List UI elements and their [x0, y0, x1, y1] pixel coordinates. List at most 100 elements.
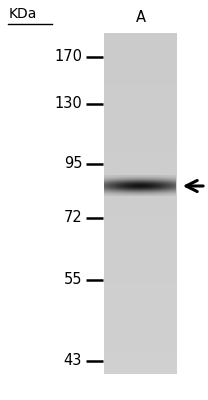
Bar	[170, 178, 171, 179]
Bar	[158, 193, 159, 194]
Bar	[146, 177, 147, 178]
Bar	[116, 192, 117, 193]
Bar	[155, 184, 156, 186]
Bar	[170, 194, 171, 195]
Bar	[150, 176, 151, 177]
Bar	[153, 178, 154, 179]
Bar	[125, 190, 126, 191]
Bar	[112, 190, 113, 191]
Bar	[120, 194, 121, 195]
Bar	[124, 185, 125, 186]
Bar	[107, 186, 108, 187]
Bar	[104, 271, 177, 275]
Bar	[106, 192, 107, 193]
Bar	[157, 187, 158, 188]
Bar	[151, 187, 152, 188]
Bar	[156, 194, 157, 195]
Bar	[167, 178, 168, 179]
Bar	[130, 191, 131, 192]
Bar	[105, 180, 106, 181]
Bar	[175, 184, 176, 185]
Bar	[148, 186, 149, 187]
Bar	[129, 190, 130, 191]
Bar	[149, 190, 150, 191]
Bar	[131, 179, 132, 180]
Bar	[104, 152, 177, 156]
Bar	[125, 195, 126, 196]
Bar	[151, 193, 152, 194]
Bar	[140, 177, 141, 178]
Bar	[170, 176, 171, 177]
Bar	[156, 182, 157, 183]
Bar	[133, 184, 134, 185]
Bar	[127, 184, 128, 185]
Bar	[116, 183, 117, 184]
Bar	[112, 194, 113, 195]
Bar	[159, 176, 160, 177]
Bar	[160, 179, 161, 180]
Bar	[172, 195, 173, 196]
Bar	[154, 194, 155, 195]
Bar	[158, 177, 159, 178]
Bar	[105, 175, 106, 176]
Bar	[118, 176, 119, 177]
Bar	[146, 192, 147, 193]
Bar	[167, 184, 168, 185]
Bar	[110, 179, 111, 180]
Bar	[170, 189, 171, 190]
Bar	[105, 188, 106, 189]
Bar	[131, 184, 132, 185]
Bar	[131, 193, 132, 194]
Bar	[140, 186, 141, 187]
Bar	[162, 181, 163, 182]
Bar	[151, 188, 152, 189]
Bar	[131, 176, 132, 177]
Bar	[149, 184, 150, 186]
Bar	[155, 178, 156, 179]
Bar	[109, 179, 110, 180]
Bar	[160, 176, 161, 177]
Bar	[161, 187, 162, 188]
Bar	[172, 192, 173, 193]
Bar	[157, 188, 158, 189]
Bar	[162, 194, 163, 195]
Bar	[133, 182, 134, 183]
Bar	[128, 188, 129, 189]
Bar	[165, 178, 166, 179]
Bar	[141, 177, 142, 178]
Bar	[157, 183, 158, 184]
Bar	[133, 193, 134, 194]
Bar	[143, 189, 144, 190]
Bar	[128, 190, 129, 191]
Bar	[140, 183, 141, 184]
Bar	[173, 188, 174, 189]
Bar	[134, 177, 135, 178]
Bar	[148, 185, 149, 186]
Bar	[152, 191, 153, 192]
Bar	[129, 188, 130, 189]
Bar	[126, 177, 127, 178]
Bar	[112, 188, 113, 189]
Bar	[109, 178, 110, 179]
Bar	[145, 180, 146, 181]
Bar	[111, 193, 112, 194]
Bar	[117, 181, 118, 182]
Bar	[161, 179, 162, 180]
Bar	[163, 177, 164, 178]
Bar	[126, 183, 127, 184]
Bar	[104, 177, 105, 178]
Bar	[153, 181, 154, 182]
Bar	[127, 193, 128, 194]
Bar	[146, 195, 147, 196]
Bar	[167, 180, 168, 181]
Bar	[174, 185, 175, 186]
Bar	[140, 184, 141, 185]
Bar	[122, 175, 123, 176]
Bar	[170, 190, 171, 191]
Bar	[134, 186, 135, 187]
Bar	[116, 180, 117, 181]
Bar	[106, 177, 107, 178]
Bar	[110, 189, 111, 190]
Bar	[115, 180, 116, 181]
Bar	[139, 180, 140, 181]
